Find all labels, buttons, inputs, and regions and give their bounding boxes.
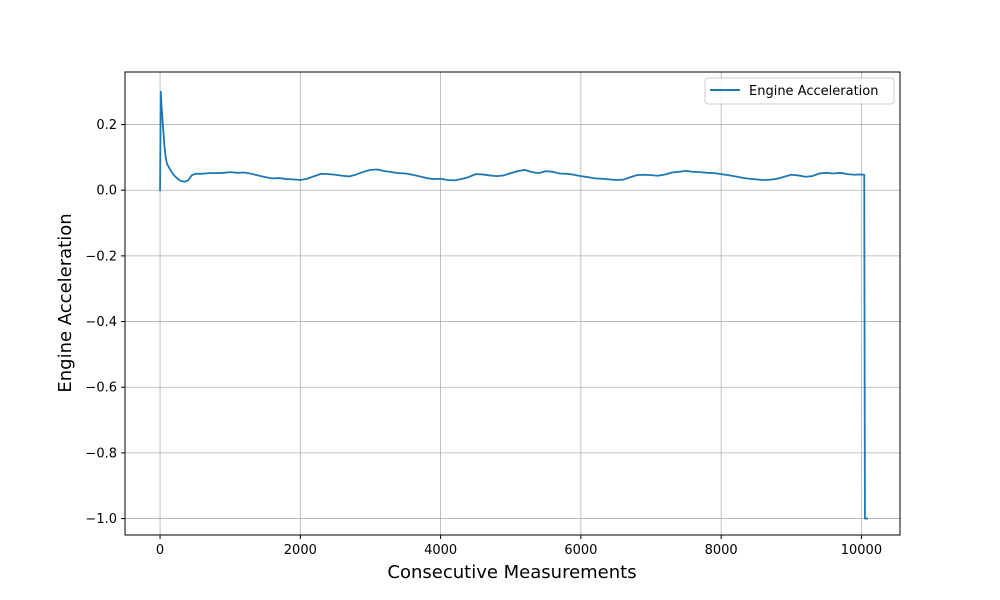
grid-lines <box>125 72 900 535</box>
x-tick-label: 4000 <box>424 543 457 558</box>
y-axis-label: Engine Acceleration <box>55 213 76 392</box>
series-line-engine-acceleration <box>159 90 868 520</box>
x-tick-label: 2000 <box>284 543 317 558</box>
y-tick-label: −0.8 <box>85 446 117 461</box>
plot-frame <box>124 71 901 536</box>
y-tick-label: −0.2 <box>85 249 117 264</box>
x-tick-label: 8000 <box>705 543 738 558</box>
y-tick-label: −1.0 <box>85 512 117 527</box>
x-tick-label: 0 <box>156 543 164 558</box>
x-axis-label: Consecutive Measurements <box>387 562 636 583</box>
series-layer <box>159 90 868 520</box>
plot-area <box>125 72 900 535</box>
x-tick-label: 10000 <box>841 543 882 558</box>
y-tick-label: −0.4 <box>85 315 117 330</box>
y-tick-label: −0.6 <box>85 381 117 396</box>
legend-box <box>704 77 895 105</box>
x-tick-label: 6000 <box>564 543 597 558</box>
y-tick-label: 0.0 <box>96 184 117 199</box>
legend: Engine Acceleration <box>704 77 895 105</box>
y-axis: −1.0 −0.8 −0.6 −0.4 −0.2 0.0 0.2 <box>85 118 125 527</box>
legend-label-engine-acceleration: Engine Acceleration <box>749 84 878 99</box>
x-axis: 0 2000 4000 6000 8000 10000 <box>156 535 882 558</box>
y-tick-label: 0.2 <box>96 118 117 133</box>
